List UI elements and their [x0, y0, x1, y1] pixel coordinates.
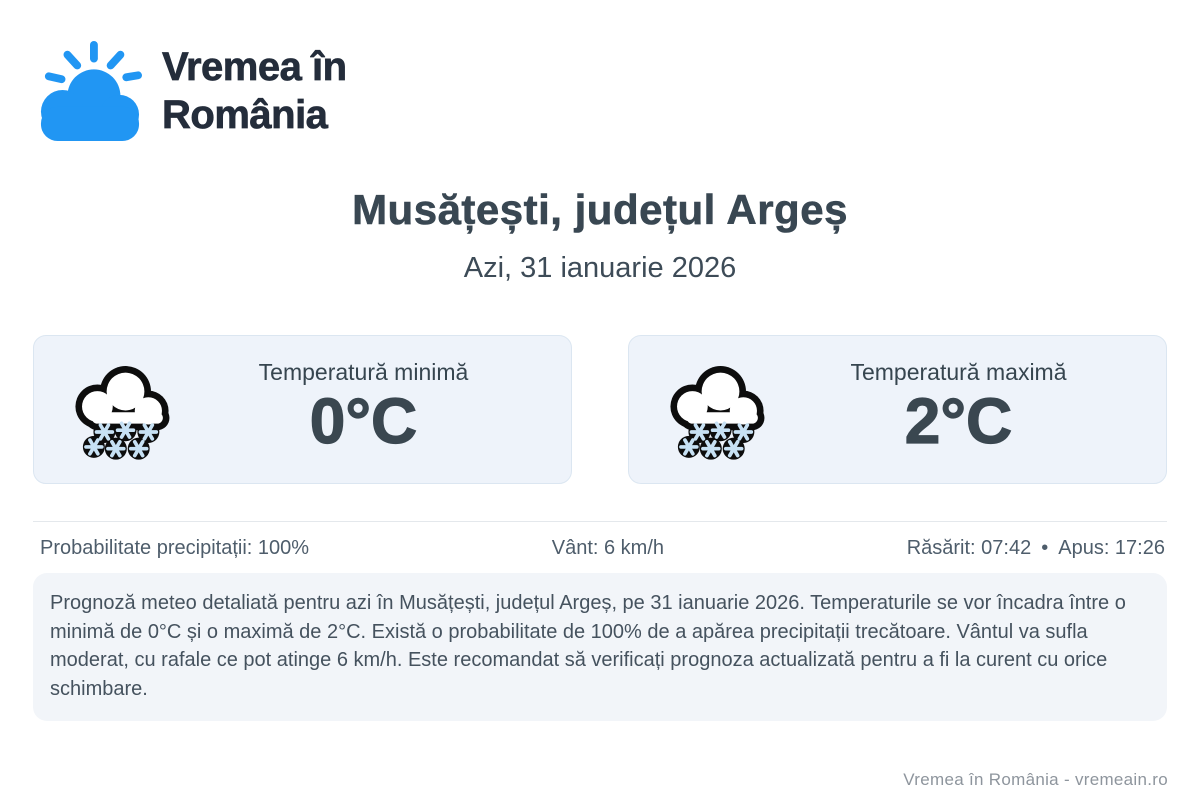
max-temperature-value: 2°C	[904, 385, 1013, 457]
sun-cloud-icon	[40, 40, 142, 142]
sun-times-stat: Răsărit: 07:42 • Apus: 17:26	[907, 537, 1165, 560]
footer-credit: Vremea în România - vremeain.ro	[903, 770, 1168, 789]
bullet-separator: •	[1041, 537, 1049, 559]
min-temperature-value: 0°C	[309, 385, 418, 457]
app-logo: Vremea în România	[38, 0, 1167, 142]
app-title-line2: România	[162, 93, 329, 138]
precipitation-stat: Probabilitate precipitații: 100%	[40, 537, 310, 559]
wind-stat: Vânt: 6 km/h	[551, 537, 665, 559]
app-title-line1: Vremea în	[162, 45, 348, 90]
snow-cloud-icon	[75, 365, 170, 460]
weather-page: Vremea în România Musățești, județul Arg…	[33, 0, 1167, 721]
temperature-cards: Temperatură minimă 0°C	[33, 335, 1167, 484]
sunrise-value: Răsărit: 07:42	[906, 537, 1032, 559]
app-title: Vremea în România	[162, 43, 348, 139]
forecast-description: Prognoză meteo detaliată pentru azi în M…	[33, 573, 1167, 721]
snow-cloud-icon	[670, 365, 765, 460]
page-title: Musățești, județul Argeș	[352, 186, 848, 234]
min-temperature-card: Temperatură minimă 0°C	[33, 335, 572, 484]
stats-row: Probabilitate precipitații: 100% Vânt: 6…	[33, 521, 1167, 560]
sunset-value: Apus: 17:26	[1058, 537, 1165, 559]
max-temperature-label: Temperatură maximă	[850, 359, 1067, 385]
min-temperature-label: Temperatură minimă	[258, 359, 469, 385]
max-temperature-card: Temperatură maximă 2°C	[628, 335, 1167, 484]
min-temperature-text: Temperatură minimă 0°C	[180, 359, 547, 457]
max-temperature-text: Temperatură maximă 2°C	[775, 359, 1142, 457]
date-subtitle: Azi, 31 ianuarie 2026	[463, 252, 737, 284]
